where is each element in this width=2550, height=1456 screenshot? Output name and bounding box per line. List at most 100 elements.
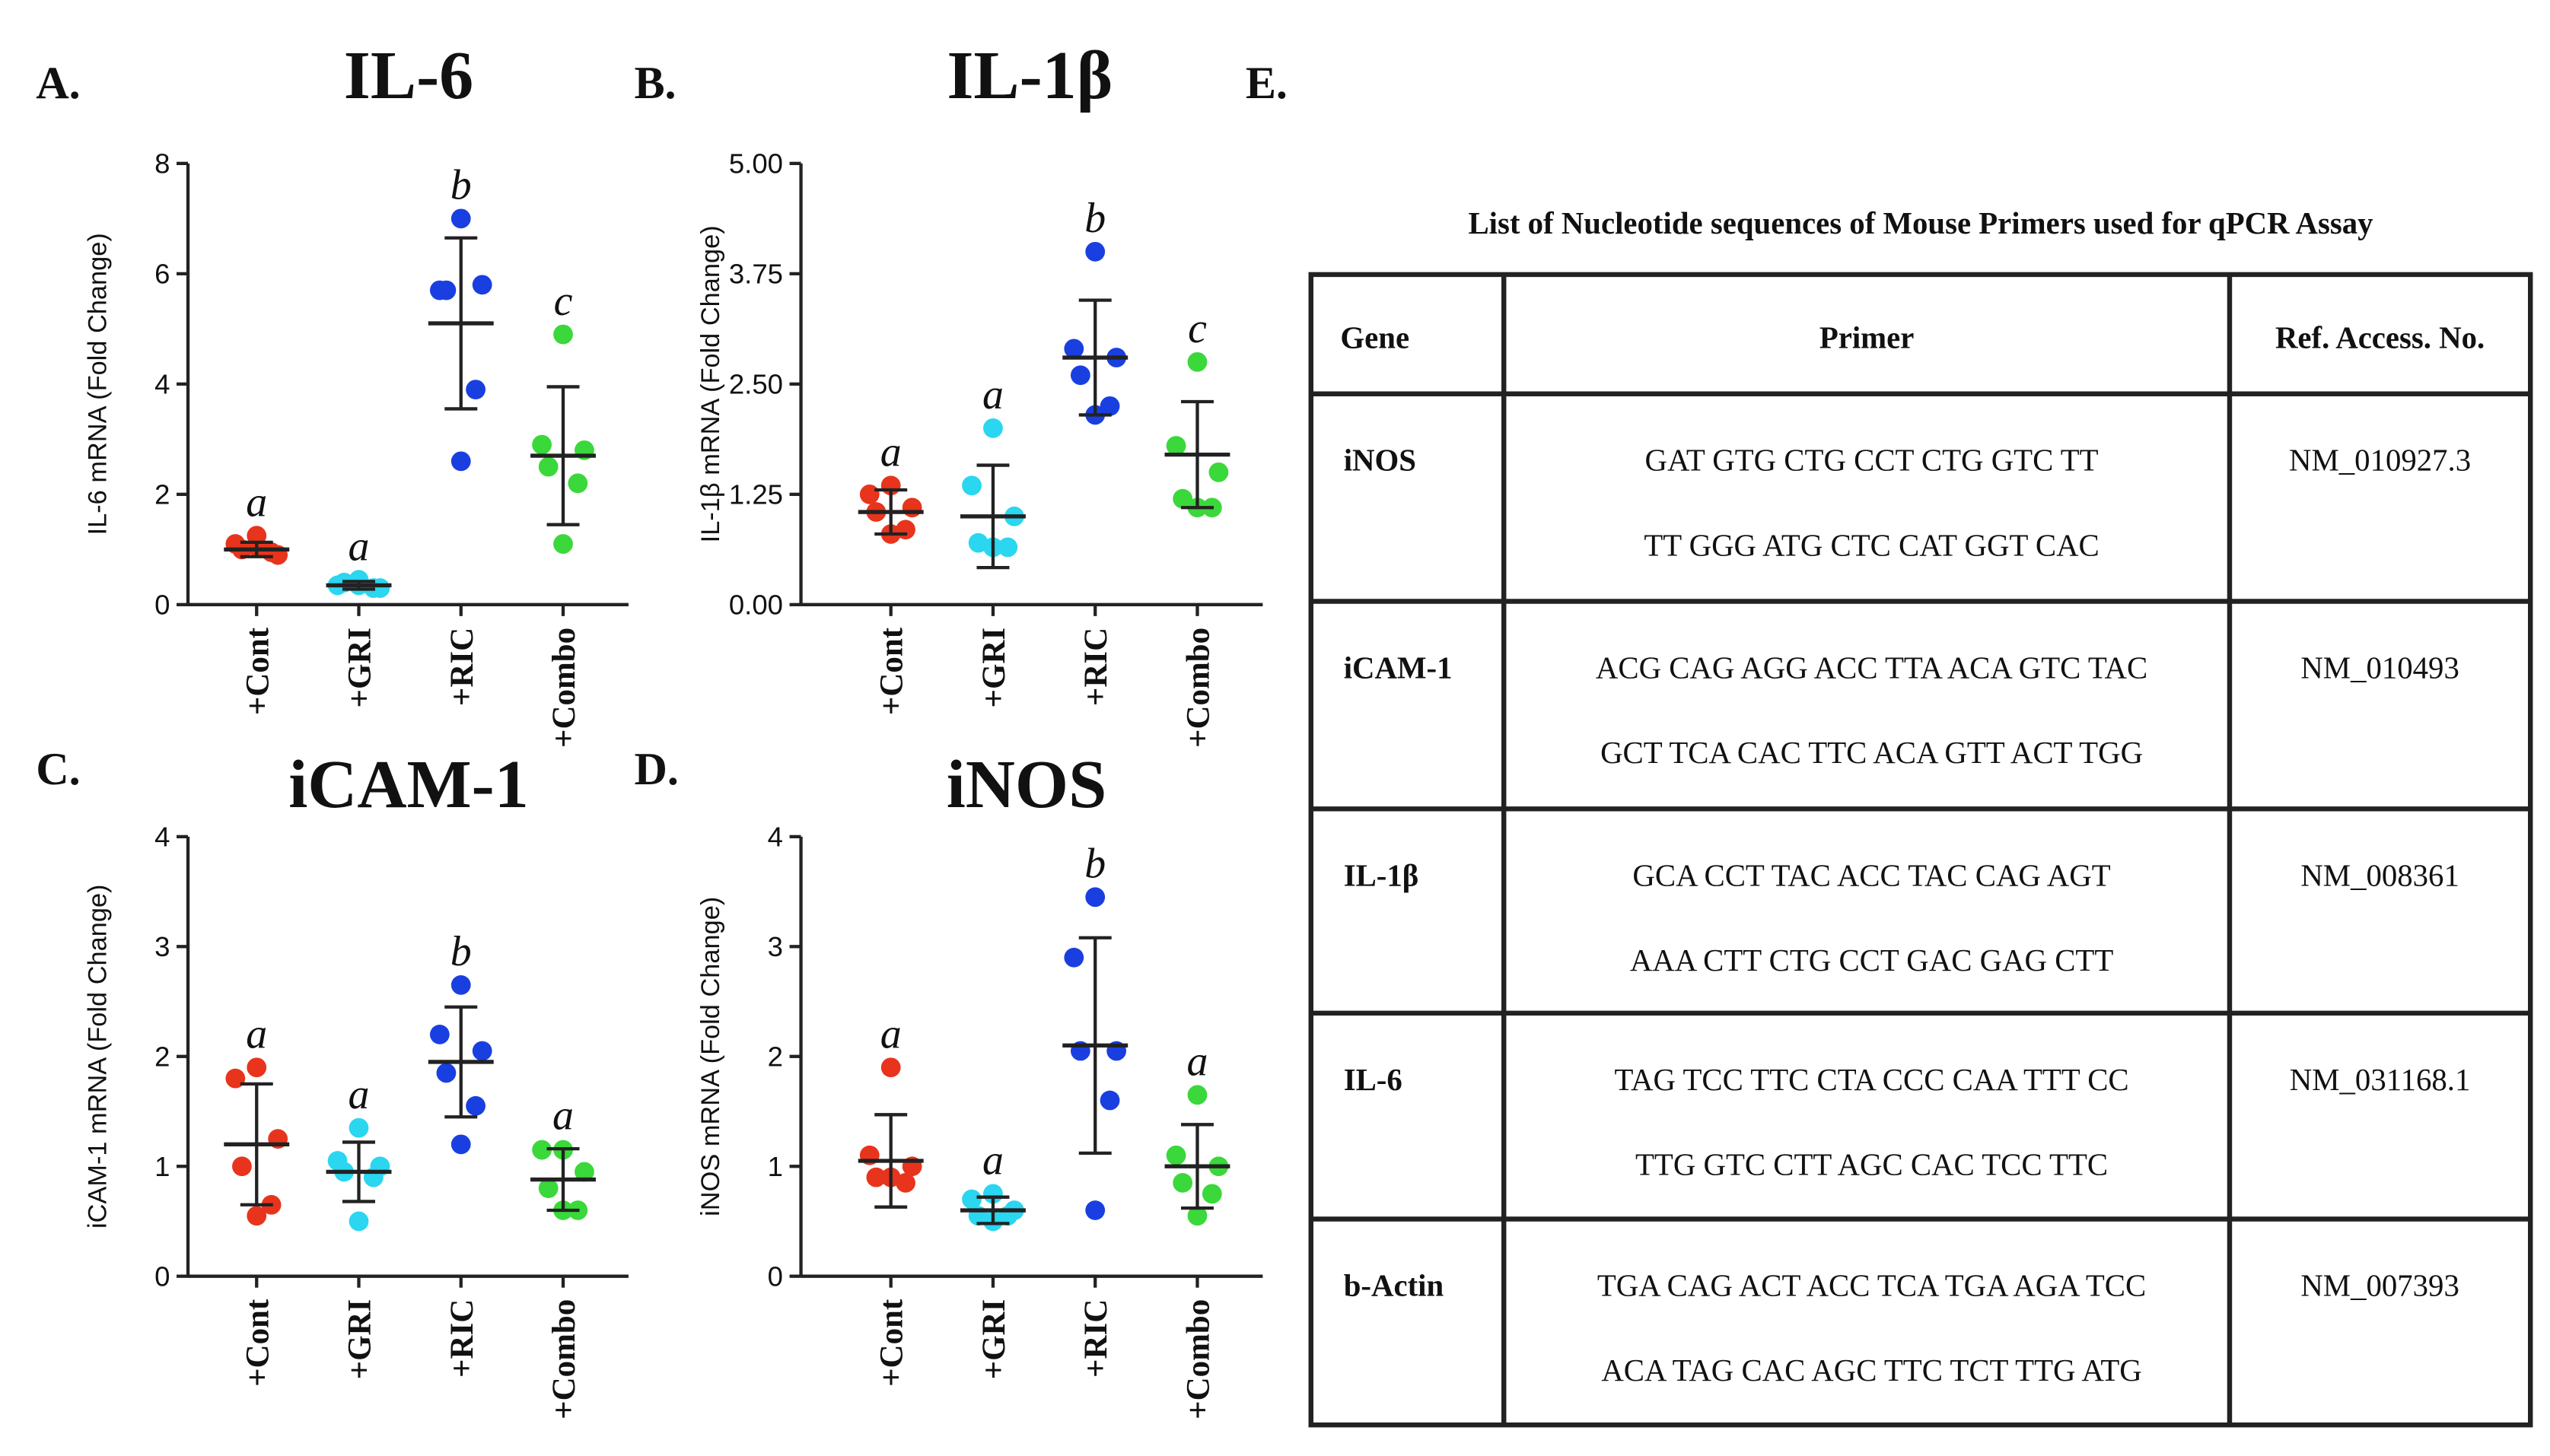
y-tick-label: 2.50 [729,369,783,400]
y-tick-label: 2 [768,1041,783,1073]
y-axis-label: IL-1β mRNA (Fold Change) [696,225,725,542]
x-tick-label: +Combo [1181,628,1217,748]
data-point [575,1162,594,1182]
data-point [896,1173,915,1193]
y-tick-label: 5.00 [729,148,783,180]
y-tick-label: 8 [154,148,170,180]
x-tick-label: +Combo [1181,1299,1217,1419]
primer-cell: TT GGG ATG CTC CAT GGT CAC [1644,528,2099,562]
x-tick-label: +Cont [240,1299,275,1387]
data-point [532,434,552,455]
primer-cell: GCA CCT TAC ACC TAC CAG AGT [1632,858,2110,892]
significance-letter: b [450,162,472,209]
data-point [232,1156,252,1177]
x-tick-label: +GRI [976,628,1012,708]
y-tick-label: 4 [154,822,170,853]
y-tick-label: 0 [154,590,170,621]
y-tick-label: 2 [154,1041,170,1073]
significance-letter: a [1187,1038,1208,1086]
significance-letter: a [349,523,370,570]
data-point [1085,887,1106,908]
data-point [553,534,573,554]
significance-letter: a [880,428,902,475]
data-point [1187,1206,1208,1226]
data-point [532,1140,552,1160]
primer-cell: TTG GTC CTT AGC CAC TCC TTC [1635,1147,2108,1181]
x-tick-label: +Combo [546,1299,582,1419]
panel-label: C. [36,744,80,795]
primer-cell: ACA TAG CAC AGC TTC TCT TTG ATG [1601,1353,2141,1388]
data-point [1070,365,1090,386]
data-point [962,1189,982,1210]
significance-letter: a [552,1092,574,1139]
y-tick-label: 0.00 [729,590,783,621]
accession-cell: NM_010493 [2300,650,2459,685]
data-point [349,1117,369,1138]
accession-cell: NM_010927.3 [2289,443,2471,478]
table-title: List of Nucleotide sequences of Mouse Pr… [1468,206,2373,240]
y-tick-label: 4 [154,369,170,400]
y-axis-label: iNOS mRNA (Fold Change) [696,897,725,1216]
significance-letter: a [246,478,267,526]
data-point [1100,1090,1120,1111]
x-tick-label: +Cont [874,627,910,715]
data-point [1085,1200,1106,1220]
primer-cell: ACG CAG AGG ACC TTA ACA GTC TAC [1596,650,2147,685]
data-point [1187,1085,1208,1105]
data-point [466,1095,485,1116]
data-point [450,974,471,995]
significance-letter: a [982,1137,1004,1184]
significance-letter: a [246,1010,267,1057]
y-tick-label: 1 [768,1151,783,1182]
x-tick-label: +Combo [546,628,582,748]
accession-cell: NM_007393 [2300,1268,2459,1302]
data-point [1166,1145,1186,1165]
x-tick-label: +GRI [342,1299,378,1380]
gene-cell: iCAM-1 [1344,650,1453,685]
data-point [962,475,982,496]
data-point [1187,351,1208,372]
accession-cell: NM_008361 [2300,858,2459,892]
data-point [1064,339,1084,359]
data-point [247,1057,267,1078]
y-tick-label: 2 [154,479,170,510]
table-header: Gene [1340,321,1409,355]
data-point [429,1024,450,1044]
y-tick-label: 0 [768,1261,783,1292]
gene-cell: IL-1β [1344,858,1419,892]
x-tick-label: +GRI [976,1299,1012,1380]
data-point [450,208,471,229]
primer-cell: TAG TCC TTC CTA CCC CAA TTT CC [1614,1063,2128,1097]
data-point [859,484,880,504]
chart-title: IL-1β [947,37,1113,113]
chart-title: iNOS [947,746,1107,822]
data-point [1085,241,1106,262]
x-tick-label: +GRI [342,628,378,708]
x-tick-label: +RIC [1078,1299,1114,1378]
primer-cell: TGA CAG ACT ACC TCA TGA AGA TCC [1597,1268,2146,1302]
panel-label: B. [634,58,676,109]
significance-letter: c [554,278,573,325]
significance-letter: b [1084,841,1106,888]
x-tick-label: +Cont [240,627,275,715]
data-point [1100,396,1120,416]
primer-cell: AAA CTT CTG CCT GAC GAG CTT [1630,943,2113,978]
data-point [247,1206,267,1226]
x-tick-label: +RIC [444,1299,480,1378]
y-tick-label: 3.75 [729,259,783,290]
data-point [968,532,988,553]
y-tick-label: 4 [768,822,783,853]
data-point [1202,1184,1222,1204]
gene-cell: b-Actin [1344,1268,1444,1302]
data-point [568,473,588,494]
significance-letter: a [349,1071,370,1118]
y-axis-label: iCAM-1 mRNA (Fold Change) [84,884,113,1229]
x-tick-label: +RIC [1078,628,1114,706]
table-header: Primer [1819,321,1915,355]
data-point [983,418,1003,438]
data-point [1064,947,1084,968]
data-point [349,1211,369,1232]
y-tick-label: 0 [154,1261,170,1292]
data-point [538,456,559,477]
gene-cell: iNOS [1344,443,1416,478]
